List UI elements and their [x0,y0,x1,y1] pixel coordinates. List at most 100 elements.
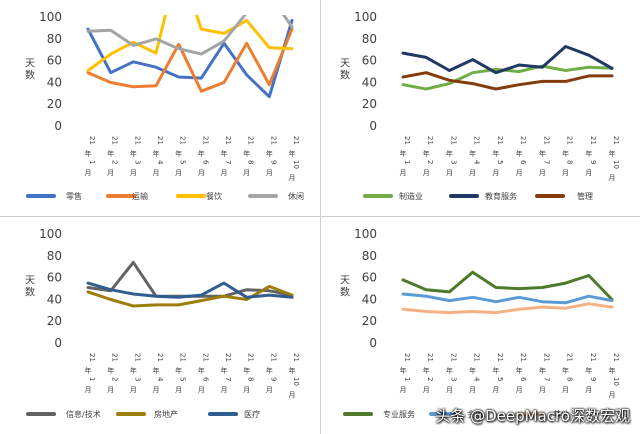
legend-label: 专业服务 [383,409,415,419]
x-tick-label: 5 [179,160,187,164]
x-tick-label: 21 [566,353,574,362]
x-tick-label: 年 [243,149,250,158]
y-axis-label: 天 [25,59,35,70]
legend-label: 医疗 [244,409,260,419]
x-tick-label: 月 [423,386,430,394]
y-tick-label: 0 [54,336,62,350]
x-tick-label: 月 [469,386,476,394]
x-tick-label: 21 [403,136,411,145]
x-tick-label: 21 [519,353,527,362]
legend-label: 制造业 [399,191,423,201]
series-line-3 [401,302,614,315]
y-tick-label: 20 [362,97,377,111]
x-tick-label: 年 [423,366,430,375]
x-tick-label: 21 [292,353,300,362]
y-tick-label: 80 [47,249,62,263]
x-tick-label: 月 [400,169,407,177]
y-tick-label: 100 [39,10,62,24]
x-tick-label: 月 [539,169,546,177]
x-tick-label: 21 [247,353,255,362]
x-tick-label: 月 [243,386,250,394]
y-axis-label: 数 [25,69,35,82]
y-tick-label: 20 [47,314,62,328]
x-tick-label: 月 [423,169,430,177]
x-tick-label: 月 [492,386,499,394]
x-tick-label: 年 [446,366,453,375]
x-tick-label: 21 [426,136,434,145]
series-line-4 [86,15,294,56]
x-tick-label: 年 [198,366,205,375]
x-tick-label: 年 [609,149,616,158]
legend-label: 房地产 [154,409,178,419]
x-tick-label: 21 [449,136,457,145]
y-axis-label: 数 [340,286,350,299]
x-tick-label: 年 [153,366,160,375]
series-line-1 [401,64,614,91]
x-tick-label: 21 [156,136,164,145]
x-tick-label: 年 [85,149,92,158]
divider-vertical [320,0,321,434]
x-tick-label: 月 [153,169,160,177]
y-tick-label: 40 [362,75,377,89]
x-tick-label: 月 [221,386,228,394]
x-tick-label: 月 [153,386,160,394]
x-tick-label: 月 [585,169,592,177]
y-tick-label: 60 [47,54,62,68]
x-tick-label: 7 [224,160,232,164]
x-tick-label: 21 [496,353,504,362]
legend-label: 运输 [132,191,148,201]
x-tick-label: 年 [492,149,499,158]
x-tick-label: 年 [130,366,137,375]
x-tick-label: 月 [130,386,137,394]
chart-tech-realestate: 0 20 40 60 80 100 天数 21 年 1 月 21 年 2 月 21 年 3 月 21 年 4 月 21 年 5 月 2… [25,227,300,419]
x-tick-label: 月 [516,169,523,177]
x-tick-label: 年 [609,366,616,375]
x-tick-label: 21 [201,353,209,362]
x-tick-label: 年 [539,366,546,375]
chart-manufacturing-education: 0 20 40 60 80 100 天数 21 年 1 月 21 年 2 月 21 年 3 月 21 年 4 月 21 年 5 月 2… [340,10,620,201]
x-tick-label: 21 [111,353,119,362]
x-tick-label: 月 [446,169,453,177]
x-tick-label: 1 [403,377,411,381]
x-tick-label: 8 [566,160,574,164]
x-tick-label: 2 [426,377,434,381]
x-tick-label: 21 [589,353,597,362]
x-tick-label: 年 [289,149,296,158]
x-tick-label: 21 [612,353,620,362]
x-tick-label: 月 [469,169,476,177]
x-tick-label: 月 [562,386,569,394]
x-tick-label: 月 [609,391,616,399]
y-tick-label: 100 [354,227,377,241]
x-tick-label: 21 [201,136,209,145]
x-tick-label: 月 [243,169,250,177]
x-tick-label: 月 [85,386,92,394]
x-tick-label: 21 [224,353,232,362]
x-tick-label: 3 [449,377,457,381]
x-tick-label: 年 [492,366,499,375]
x-tick-label: 月 [585,386,592,394]
x-tick-label: 年 [400,149,407,158]
x-tick-label: 21 [88,353,96,362]
x-tick-label: 年 [516,366,523,375]
x-tick-label: 21 [269,353,277,362]
x-tick-label: 年 [562,366,569,375]
x-tick-label: 年 [289,366,296,375]
legend-label: 金融 [467,409,483,419]
chart-professional-services: 0 20 40 60 80 100 天数 21 年 1 月 21 年 2 月 21 年 3 月 21 年 4 月 21 年 5 月 2… [340,227,620,419]
x-tick-label: 21 [179,353,187,362]
x-tick-label: 年 [266,149,273,158]
x-tick-label: 21 [133,353,141,362]
x-tick-label: 21 [156,353,164,362]
x-tick-label: 10 [612,377,620,386]
x-tick-label: 年 [107,366,114,375]
y-tick-label: 40 [47,292,62,306]
y-tick-label: 80 [362,32,377,46]
x-tick-label: 年 [175,366,182,375]
y-tick-label: 60 [362,271,377,285]
x-tick-label: 年 [221,149,228,158]
x-tick-label: 21 [542,353,550,362]
x-tick-label: 年 [130,149,137,158]
x-tick-label: 年 [446,149,453,158]
y-tick-label: 20 [47,97,62,111]
x-tick-label: 月 [198,169,205,177]
